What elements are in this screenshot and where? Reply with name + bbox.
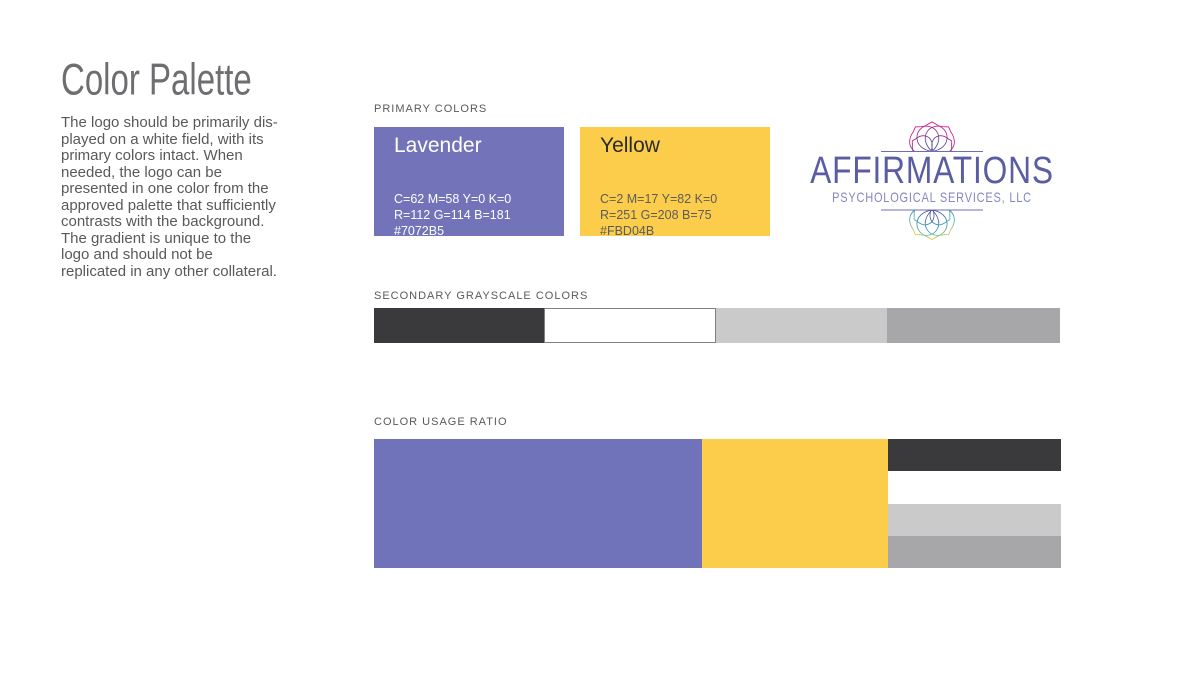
svg-text:PSYCHOLOGICAL SERVICES, LLC: PSYCHOLOGICAL SERVICES, LLC [832,190,1032,206]
svg-text:AFFIRMATIONS: AFFIRMATIONS [810,149,1054,191]
